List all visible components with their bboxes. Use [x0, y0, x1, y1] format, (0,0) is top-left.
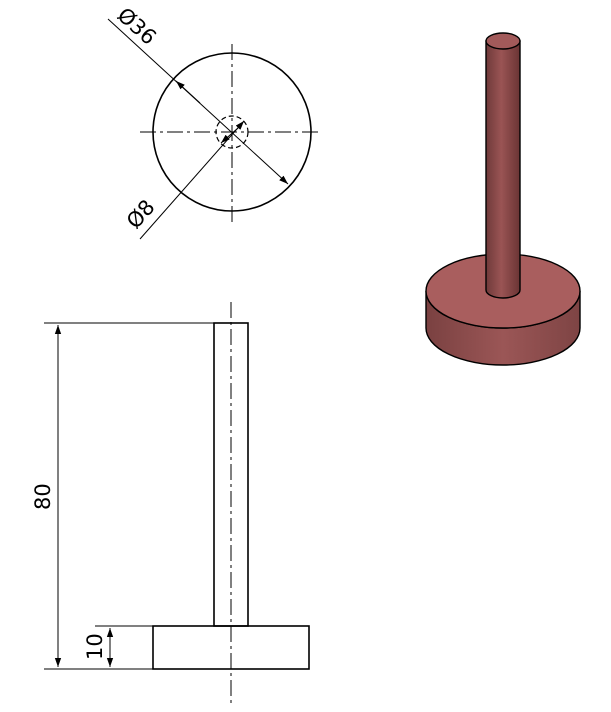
diameter-8-label: Ø8	[122, 195, 160, 233]
diameter-8-arrow-back	[220, 127, 239, 144]
front-view	[44, 302, 310, 703]
model-pin-top	[485, 32, 521, 50]
diameter-36-label: Ø36	[113, 3, 161, 50]
diameter-36-arrow-back	[175, 80, 201, 104]
isometric-model	[425, 32, 581, 366]
top-view	[107, 18, 322, 240]
model-pin-body	[485, 40, 521, 299]
diameter-8-dimension-line	[139, 120, 245, 240]
height-80-label: 80	[31, 483, 55, 510]
base-10-label: 10	[83, 633, 107, 660]
